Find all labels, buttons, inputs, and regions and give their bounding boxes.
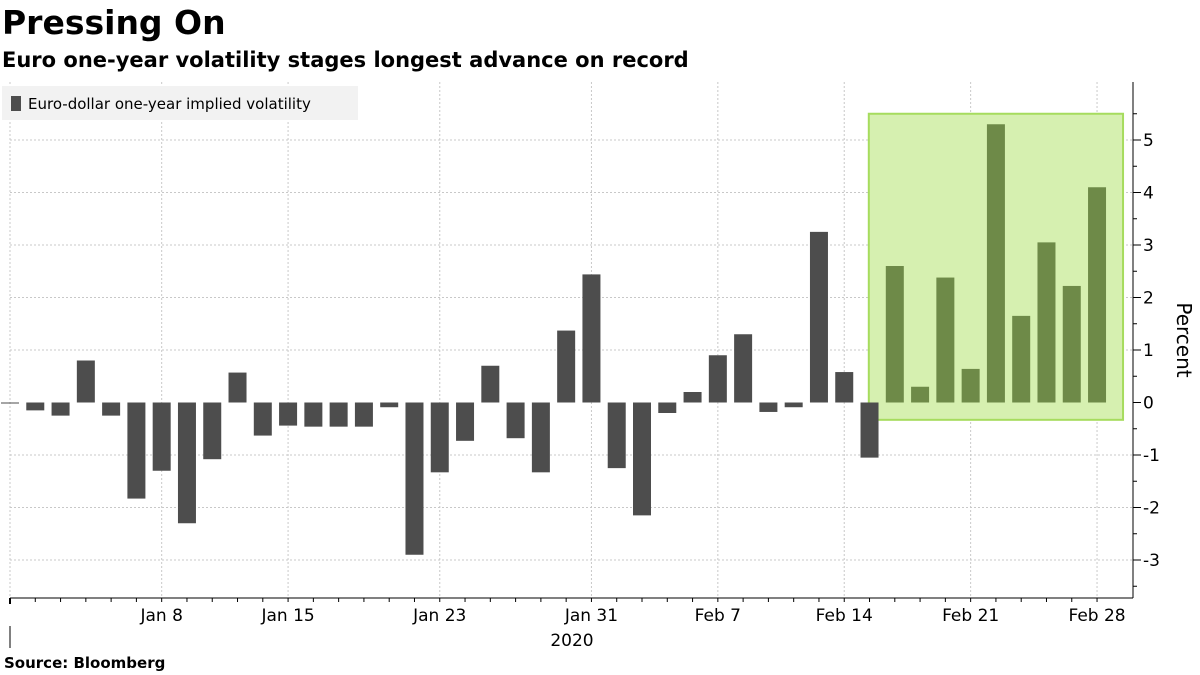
x-tick-label: Jan 8 bbox=[139, 606, 182, 626]
bar bbox=[734, 334, 753, 403]
bar bbox=[1037, 242, 1056, 403]
bar bbox=[582, 274, 601, 403]
bar bbox=[253, 402, 272, 436]
bar bbox=[885, 266, 904, 403]
bar bbox=[26, 402, 45, 411]
legend-label: Euro-dollar one-year implied volatility bbox=[28, 95, 311, 113]
bar bbox=[986, 124, 1005, 403]
axes: -3 -2 -1 0 1 2 3 4 5 Jan 8 Jan 15 Jan 23 Jan 31 Feb 7… bbox=[9, 82, 1160, 648]
x-tick-label: Jan 23 bbox=[412, 606, 466, 626]
x-tick-label: Feb 14 bbox=[816, 606, 873, 626]
bar bbox=[51, 402, 70, 416]
bar bbox=[1062, 285, 1081, 403]
bar bbox=[127, 402, 146, 499]
y-axis-label: Percent bbox=[1172, 302, 1196, 377]
y-tick-label: 1 bbox=[1143, 341, 1154, 361]
bar bbox=[456, 402, 475, 441]
bar bbox=[329, 402, 348, 427]
bar bbox=[203, 402, 222, 460]
legend-background bbox=[2, 86, 358, 120]
bar bbox=[860, 402, 879, 458]
bar bbox=[506, 402, 525, 439]
bar bbox=[784, 402, 803, 408]
x-tick-label: Feb 21 bbox=[942, 606, 999, 626]
bar bbox=[102, 402, 121, 416]
y-tick-label: -3 bbox=[1143, 551, 1160, 571]
y-tick-label: 0 bbox=[1143, 394, 1154, 414]
bar bbox=[708, 355, 727, 403]
bar bbox=[354, 402, 373, 427]
bar bbox=[1088, 187, 1107, 403]
bar bbox=[405, 402, 424, 555]
gridlines bbox=[9, 82, 1133, 598]
bar bbox=[809, 231, 828, 403]
bar bbox=[911, 386, 930, 403]
y-tick-label: 2 bbox=[1143, 289, 1154, 309]
bars bbox=[1, 124, 1107, 555]
bar bbox=[481, 365, 500, 403]
bar bbox=[380, 402, 399, 408]
y-tick-label: -2 bbox=[1143, 499, 1160, 519]
bar bbox=[936, 277, 955, 403]
x-tick-label: Jan 15 bbox=[260, 606, 314, 626]
y-tick-label: -1 bbox=[1143, 446, 1160, 466]
bar bbox=[759, 402, 778, 412]
x-tick-label: Feb 28 bbox=[1068, 606, 1125, 626]
bar bbox=[683, 392, 702, 403]
bar bbox=[1012, 315, 1031, 403]
bar bbox=[304, 402, 323, 427]
y-tick-label: 3 bbox=[1143, 236, 1154, 256]
bar bbox=[152, 402, 171, 471]
bar bbox=[531, 402, 550, 473]
y-tick-label: 5 bbox=[1143, 131, 1154, 151]
bar bbox=[76, 360, 95, 403]
chart-subtitle: Euro one-year volatility stages longest … bbox=[2, 48, 689, 72]
bar bbox=[177, 402, 196, 524]
bar bbox=[557, 330, 576, 403]
bar bbox=[607, 402, 626, 469]
source-note: Source: Bloomberg bbox=[4, 654, 166, 672]
bar bbox=[228, 372, 247, 403]
legend-swatch bbox=[11, 96, 21, 111]
bar bbox=[633, 402, 651, 516]
x-tick-label: Feb 7 bbox=[695, 606, 741, 626]
y-tick-label: 4 bbox=[1143, 184, 1154, 204]
year-label: 2020 bbox=[550, 631, 593, 651]
bar bbox=[835, 372, 854, 403]
bar bbox=[1, 402, 19, 404]
legend: Euro-dollar one-year implied volatility bbox=[2, 86, 358, 120]
x-tick-label: Jan 31 bbox=[564, 606, 618, 626]
bar bbox=[658, 402, 677, 413]
bar bbox=[430, 402, 449, 473]
chart-title: Pressing On bbox=[2, 3, 226, 42]
bar bbox=[279, 402, 298, 426]
bar bbox=[961, 368, 980, 403]
